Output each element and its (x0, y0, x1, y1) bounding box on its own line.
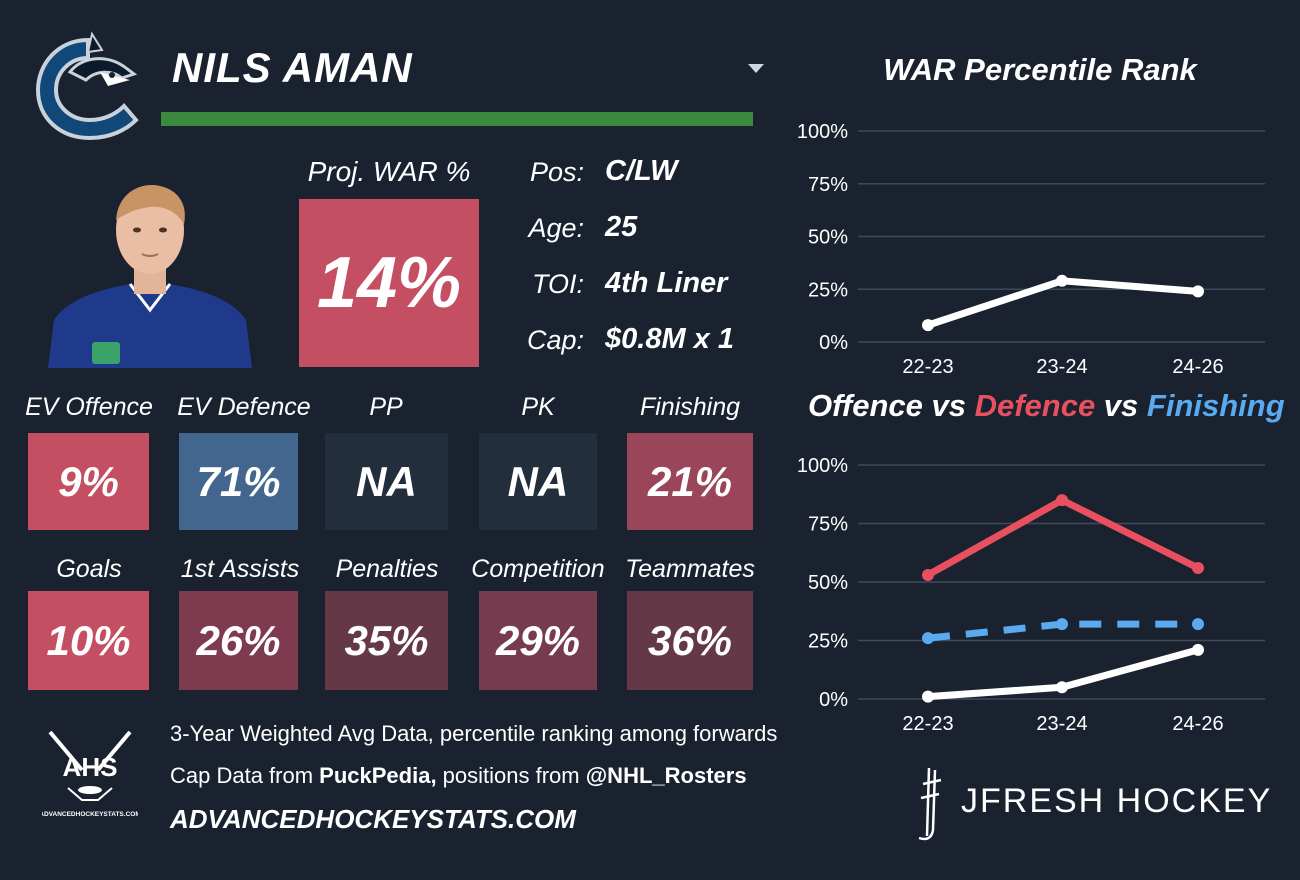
footer-url[interactable]: ADVANCEDHOCKEYSTATS.COM (170, 804, 576, 834)
title-vs-2: vs (1095, 388, 1147, 423)
penalties-value: 35% (325, 591, 448, 690)
position-label: Pos: (529, 157, 584, 187)
ahs-logo-subtext: ADVANCEDHOCKEYSTATS.COM (42, 811, 138, 818)
ev-defence-label: EV Defence (177, 393, 311, 421)
ovdvf-point-finishing (1056, 618, 1068, 631)
pk-label: PK (521, 393, 555, 421)
ev-offence-label: EV Offence (25, 393, 153, 421)
ahs-logo-icon: AHS ADVANCEDHOCKEYSTATS.COM (42, 730, 138, 818)
ovdvf-ytick: 0% (819, 689, 848, 711)
war-point-war (922, 319, 934, 332)
ovdvf-point-defence (922, 568, 934, 581)
ovdvf-point-finishing (1192, 618, 1204, 631)
competition-label: Competition (471, 555, 605, 583)
ovdvf-ytick: 25% (808, 631, 848, 653)
finishing-label: Finishing (639, 393, 741, 421)
competition-value: 29% (479, 591, 597, 690)
ovdvf-ytick: 100% (797, 455, 848, 477)
war-percentile-chart: 0% 25% 50% 75% 100% 22-23 23-24 24-26 (797, 121, 1265, 378)
ovdvf-point-offence (1056, 681, 1068, 694)
war-point-war (1192, 285, 1204, 298)
ovdvf-point-offence (1192, 643, 1204, 656)
position-value: C/LW (605, 155, 678, 187)
toi-label: TOI: (531, 269, 584, 299)
cap-label: Cap: (526, 325, 584, 355)
pp-value: NA (325, 433, 448, 530)
proj-war-value: 14% (299, 199, 479, 367)
jfresh-logo-text: JFRESH HOCKEY (961, 782, 1272, 820)
ovdvf-xtick: 22-23 (902, 713, 953, 735)
ovdvf-point-defence (1056, 494, 1068, 507)
canucks-orca-logo-icon (35, 31, 139, 141)
teammates-value: 36% (627, 591, 753, 690)
pk-value: NA (479, 433, 597, 530)
pp-label: PP (369, 393, 403, 421)
war-xtick: 23-24 (1036, 356, 1087, 378)
footer-note: 3-Year Weighted Avg Data, percentile ran… (170, 721, 778, 746)
ahs-logo-text: AHS (63, 752, 118, 782)
player-name: NILS AMAN (172, 44, 413, 91)
ev-defence-value: 71% (179, 433, 298, 530)
goals-label: Goals (56, 555, 122, 583)
goals-value: 10% (28, 591, 149, 690)
ovdvf-point-finishing (922, 632, 934, 645)
ovdvf-ytick: 75% (808, 514, 848, 536)
war-ytick: 0% (819, 332, 848, 354)
first-assists-value: 26% (179, 591, 298, 690)
footer-sources: Cap Data from PuckPedia, positions from … (170, 763, 747, 788)
ovdvf-ytick: 50% (808, 572, 848, 594)
war-series-war (924, 277, 1202, 329)
war-xtick: 24-26 (1172, 356, 1223, 378)
age-value: 25 (605, 211, 638, 243)
ovdvf-point-defence (1192, 561, 1204, 574)
player-headshot (48, 185, 252, 368)
title-defence: Defence (974, 388, 1096, 423)
ovdvf-xtick: 24-26 (1172, 713, 1223, 735)
title-vs-1: vs (922, 388, 975, 423)
war-ytick: 100% (797, 121, 848, 143)
penalties-label: Penalties (335, 555, 439, 583)
war-ytick: 25% (808, 279, 848, 301)
first-assists-label: 1st Assists (180, 555, 300, 583)
ovdvf-point-offence (922, 690, 934, 703)
title-finishing: Finishing (1146, 388, 1285, 423)
war-xtick: 22-23 (902, 356, 953, 378)
ovdvf-chart-title: Offence vs Defence vs Finishing (808, 388, 1285, 424)
player-select-dropdown-icon[interactable] (748, 64, 764, 73)
ovdvf-chart: 0% 25% 50% 75% 100% 22-23 23-24 24-26 (797, 455, 1265, 735)
ovdvf-series-defence (924, 496, 1202, 579)
title-offence: Offence (808, 388, 923, 423)
war-chart-title: WAR Percentile Rank (883, 52, 1197, 87)
war-ytick: 75% (808, 174, 848, 196)
age-label: Age: (528, 213, 584, 243)
war-ytick: 50% (808, 227, 848, 249)
name-underline-bar (161, 112, 753, 126)
proj-war-label: Proj. WAR % (307, 156, 471, 187)
toi-value: 4th Liner (605, 267, 728, 299)
jfresh-hockey-logo: JFRESH HOCKEY (918, 767, 1272, 841)
teammates-label: Teammates (625, 555, 755, 583)
ev-offence-value: 9% (28, 433, 149, 530)
cap-value: $0.8M x 1 (605, 323, 734, 355)
war-point-war (1056, 274, 1068, 287)
finishing-value: 21% (627, 433, 753, 530)
ovdvf-xtick: 23-24 (1036, 713, 1087, 735)
